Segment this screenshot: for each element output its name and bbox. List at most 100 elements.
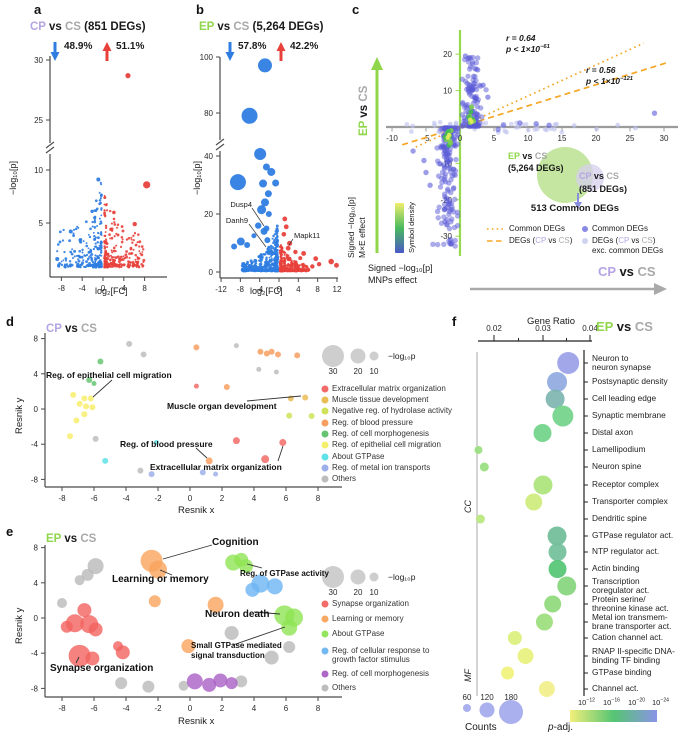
c-colorbar-label: Symbol density [407,202,416,253]
svg-text:40: 40 [204,152,213,161]
c-legend-dashed-label: DEGs (CP vs CS) [509,236,573,245]
svg-text:-6: -6 [90,704,98,713]
c-yaxis-label: Signed −log₁₀[p] M×E effect [346,197,367,258]
f-row-label-15: Metal ion transmem- brane transporter ac… [592,611,672,631]
group-cs: CS [80,323,97,335]
c-legend-dotted-label: Common DEGs [509,224,566,233]
f-row-label-13: Transcription coregulator act. [592,575,650,595]
group-cs: CS [637,264,656,279]
svg-text:10: 10 [524,134,533,143]
d-annotation-2: Reg. of blood pressure [120,439,213,449]
e-legend-item-3: Reg. of cellular response to growth fact… [332,646,430,664]
svg-text:4: 4 [252,704,257,713]
c-stat-1: r = 0.64 p < 1×10−61 [506,33,550,55]
f-row-label-5: Lamellipodium [592,443,646,454]
r-value: r = 0.64 [506,33,536,43]
svg-text:-4: -4 [31,440,39,449]
svg-text:-5: -5 [422,134,430,143]
c-venn-left-group: EP vs CS [508,151,547,161]
svg-text:-12: -12 [215,285,227,294]
e-legend-item-1: Learning or memory [332,614,404,623]
panel-d-title: CP vs CS [46,323,97,335]
svg-text:0: 0 [34,405,39,414]
b-down-pct: 57.8% [238,41,267,52]
svg-text:20: 20 [592,134,601,143]
group-ep: EP [199,21,215,33]
f-row-label-7: Receptor complex [592,478,659,489]
d-legend-item-7: Reg. of metal ion transports [332,463,431,472]
vs-text: vs [358,104,370,118]
panel-e-label: e [6,524,14,539]
svg-text:20: 20 [204,210,213,219]
svg-text:0: 0 [188,494,193,503]
d-annotation-0: Reg. of epithelial cell migration [46,370,172,380]
e-xaxis-label: Resnik x [178,716,215,727]
r-value: r = 0.56 [586,65,616,75]
c-venn-right-group: CP vs CS [579,171,619,181]
f-row-label-3: Synaptic membrane [592,409,666,420]
svg-text:10: 10 [370,588,379,597]
d-legend-item-2: Negative reg. of hydrolase activity [332,406,453,415]
svg-text:4: 4 [296,285,301,294]
svg-text:8: 8 [315,285,320,294]
svg-text:0: 0 [188,704,193,713]
e-annotation-3: Neuron death [205,609,270,620]
f-row-label-19: Channel act. [592,682,639,693]
svg-text:15: 15 [558,134,567,143]
f-row-label-11: NTP regulator act. [592,545,660,556]
panel-a-label: a [34,2,42,17]
gene-label-dusp4: Dusp4 [230,200,252,209]
f-padj-tick-label-1: 10−16 [603,697,620,707]
group-ep: EP [508,151,520,161]
f-padj-tick-label-2: 10−20 [628,697,645,707]
group-cs: CS [606,171,619,181]
svg-text:-4: -4 [79,284,87,293]
group-cp: CP [30,21,46,33]
panel-e-title: EP vs CS [46,533,96,545]
svg-text:-10: -10 [386,134,398,143]
d-legend-item-0: Extracellular matrix organization [332,384,446,393]
svg-text:0.03: 0.03 [535,324,551,333]
svg-text:0: 0 [209,268,214,277]
svg-text:8: 8 [316,494,321,503]
d-legend-item-3: Reg. of blood pressure [332,418,413,427]
svg-text:30: 30 [329,367,338,376]
svg-text:20: 20 [443,50,452,59]
svg-text:20: 20 [354,367,363,376]
d-legend-item-5: Reg. of epithelial cell migration [332,440,441,449]
f-row-label-18: GTPase binding [592,666,652,677]
group-ep: EP [358,120,370,136]
f-row-label-14: Protein serine/ threonine kinase act. [592,593,669,613]
f-counts-label: Counts [465,722,497,733]
vs-text: vs [522,151,533,161]
e-size-legend-label: −log₁₀p [388,572,416,582]
group-ep: EP [596,319,614,334]
f-row-label-12: Actin binding [592,562,640,573]
svg-text:-2: -2 [154,704,162,713]
c-venn-common: 513 Common DEGs [530,203,620,214]
e-yaxis-label: Resnik y [14,607,25,644]
gene-label-danh9: Danh9 [225,216,248,225]
group-cp: CP [579,171,592,181]
svg-text:-8: -8 [58,284,66,293]
f-group-label-mf: MF [463,669,473,682]
svg-text:0: 0 [34,614,39,623]
a-down-pct: 48.9% [64,41,93,52]
f-padj-label: p-adj. [548,722,574,733]
svg-text:120: 120 [480,693,494,702]
e-annotation-0: Cognition [212,537,259,548]
svg-text:8: 8 [142,284,147,293]
svg-text:-8: -8 [31,475,39,484]
svg-text:0.04: 0.04 [582,324,598,333]
svg-text:10: 10 [370,367,379,376]
d-xaxis-label: Resnik x [178,505,215,516]
c-legend-dot-label: Common DEGs [592,224,649,233]
gene-label-mapk11: Mapk11 [294,231,321,240]
svg-text:6: 6 [284,494,289,503]
a-yaxis-label: −log₁₀[p] [8,160,18,195]
d-legend-item-1: Muscle tissue development [332,395,429,404]
group-cp: CP [46,323,62,335]
svg-text:30: 30 [34,56,43,65]
f-row-label-2: Cell leading edge [592,392,657,403]
svg-text:25: 25 [626,134,635,143]
